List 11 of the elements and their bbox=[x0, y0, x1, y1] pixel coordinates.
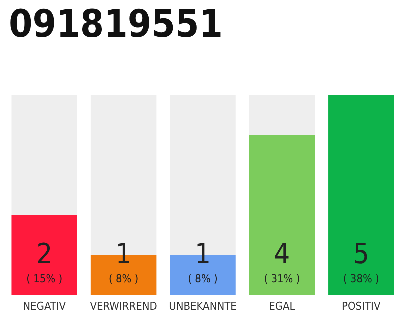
data-label: 1 ( 8% ) bbox=[188, 238, 218, 286]
chart-title: 091819551 bbox=[9, 2, 224, 46]
data-label: 4 ( 31% ) bbox=[264, 238, 300, 286]
x-tick-label: VERWIRREND bbox=[90, 300, 158, 313]
data-label: 1 ( 8% ) bbox=[108, 238, 139, 286]
data-label: 5 ( 38% ) bbox=[343, 238, 380, 286]
data-label: 2 ( 15% ) bbox=[26, 238, 63, 286]
x-tick-label: POSITIV bbox=[342, 300, 381, 313]
x-tick-label: EGAL bbox=[269, 300, 296, 313]
x-tick-label: UNBEKANNTE bbox=[169, 300, 237, 313]
x-tick-label: NEGATIV bbox=[23, 300, 66, 313]
